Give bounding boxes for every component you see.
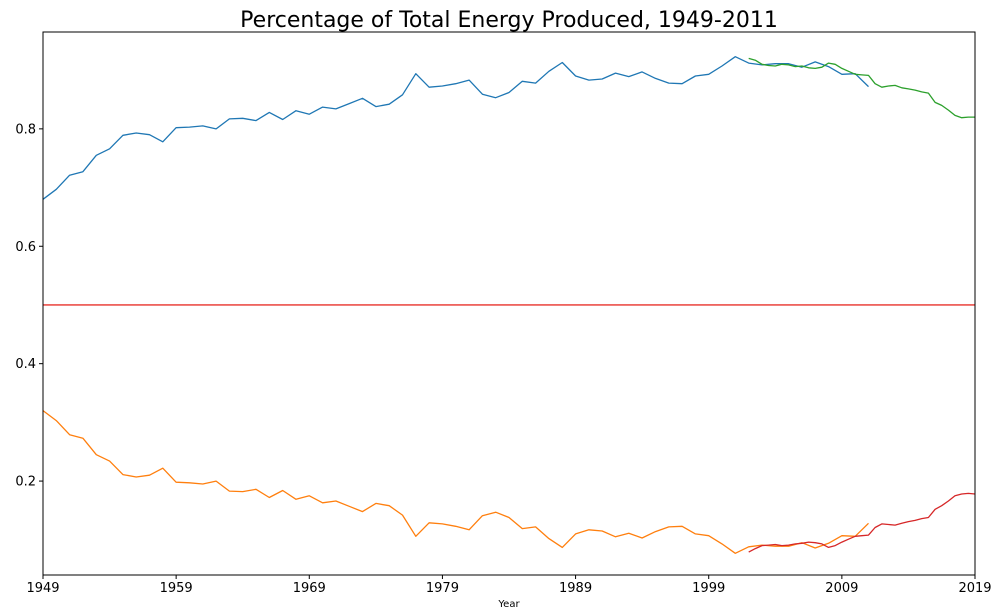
series-line-4 [748, 492, 976, 553]
axis-ticks: 1949 1959 1969 1979 1989 1999 2009 2019 0.2 0.4 0.… [15, 122, 991, 596]
series-line-1 [42, 56, 869, 200]
series-line-2 [42, 410, 869, 554]
x-tick-label: 1949 [26, 581, 59, 596]
series-layer [42, 56, 976, 554]
y-tick-label: 0.4 [15, 357, 36, 372]
x-tick-label: 1969 [293, 581, 326, 596]
x-tick-label: 1959 [160, 581, 193, 596]
x-tick-label: 2019 [958, 581, 991, 596]
x-tick-label: 2009 [825, 581, 858, 596]
chart-title: Percentage of Total Energy Produced, 194… [240, 8, 778, 33]
y-tick-label: 0.6 [15, 240, 36, 255]
y-tick-label: 0.8 [15, 122, 36, 137]
x-tick-label: 1989 [559, 581, 592, 596]
plot-frame [42, 31, 976, 576]
x-axis-label: Year [497, 599, 520, 610]
y-tick-label: 0.2 [15, 475, 36, 490]
x-tick-label: 1979 [426, 581, 459, 596]
x-tick-label: 1999 [692, 581, 725, 596]
series-line-3 [748, 57, 975, 119]
